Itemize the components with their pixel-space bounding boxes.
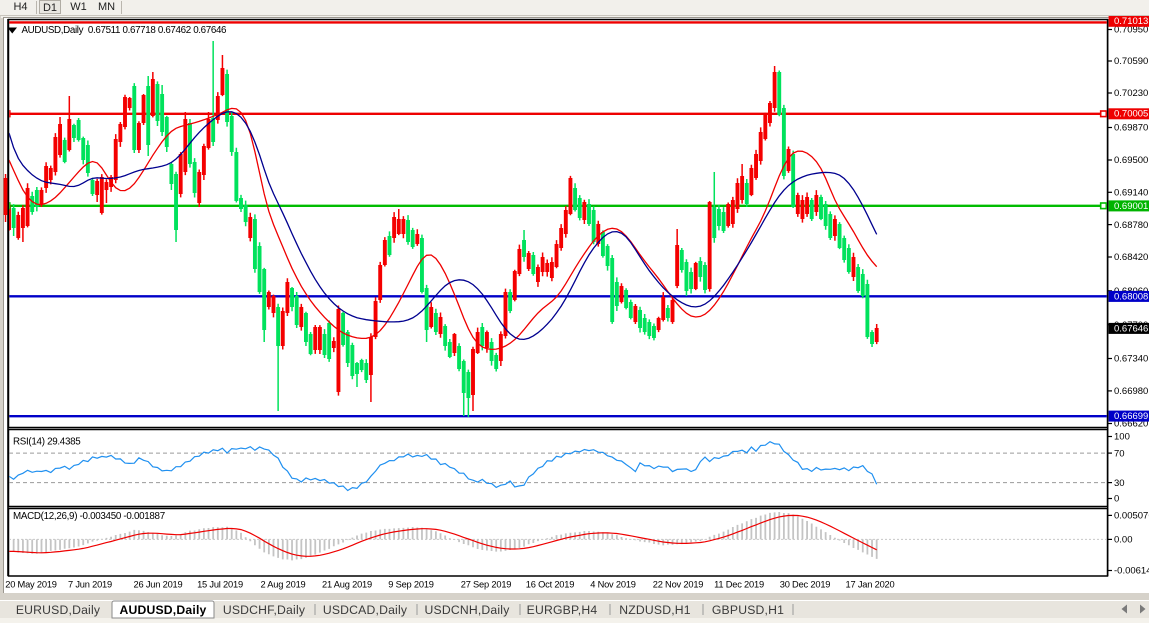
svg-text:0.00: 0.00 bbox=[1114, 535, 1133, 546]
svg-text:20 May 2019: 20 May 2019 bbox=[5, 580, 57, 590]
svg-text:0.66980: 0.66980 bbox=[1114, 386, 1148, 397]
svg-text:17 Jan 2020: 17 Jan 2020 bbox=[846, 580, 895, 590]
svg-text:100: 100 bbox=[1114, 432, 1130, 443]
svg-text:0.67340: 0.67340 bbox=[1114, 354, 1148, 365]
svg-text:0.70005: 0.70005 bbox=[1114, 109, 1148, 120]
svg-text:0.68780: 0.68780 bbox=[1114, 220, 1148, 231]
svg-text:0.66620: 0.66620 bbox=[1114, 419, 1148, 430]
svg-text:70: 70 bbox=[1114, 448, 1125, 459]
svg-text:RSI(14) 29.4385: RSI(14) 29.4385 bbox=[13, 437, 81, 448]
svg-text:26 Jun 2019: 26 Jun 2019 bbox=[134, 580, 183, 590]
svg-text:AUDUSD,Daily: AUDUSD,Daily bbox=[119, 603, 206, 617]
svg-text:EURGBP,H4: EURGBP,H4 bbox=[527, 603, 598, 617]
svg-text:0.005076: 0.005076 bbox=[1114, 511, 1149, 522]
svg-text:27 Sep 2019: 27 Sep 2019 bbox=[461, 580, 512, 590]
svg-text:22 Nov 2019: 22 Nov 2019 bbox=[653, 580, 704, 590]
svg-text:7 Jun 2019: 7 Jun 2019 bbox=[68, 580, 112, 590]
svg-text:0: 0 bbox=[1114, 494, 1119, 505]
svg-text:-0.006148: -0.006148 bbox=[1114, 566, 1149, 577]
svg-text:0.69001: 0.69001 bbox=[1114, 201, 1148, 212]
svg-text:11 Dec 2019: 11 Dec 2019 bbox=[714, 580, 764, 590]
svg-text:21 Aug 2019: 21 Aug 2019 bbox=[322, 580, 372, 590]
svg-text:0.69500: 0.69500 bbox=[1114, 155, 1148, 166]
svg-text:EURUSD,Daily: EURUSD,Daily bbox=[16, 603, 101, 617]
svg-text:USDCNH,Daily: USDCNH,Daily bbox=[424, 603, 510, 617]
svg-text:0.69870: 0.69870 bbox=[1114, 123, 1148, 134]
svg-text:0.69140: 0.69140 bbox=[1114, 188, 1148, 199]
svg-text:AUDUSD,Daily 0.67511 0.67718: AUDUSD,Daily 0.67511 0.67718 0.67462 0.6… bbox=[22, 25, 228, 36]
svg-text:2 Aug 2019: 2 Aug 2019 bbox=[260, 580, 305, 590]
svg-text:0.71013: 0.71013 bbox=[1114, 16, 1148, 27]
svg-text:GBPUSD,H1: GBPUSD,H1 bbox=[712, 603, 784, 617]
svg-text:USDCAD,Daily: USDCAD,Daily bbox=[323, 603, 408, 617]
svg-text:0.68008: 0.68008 bbox=[1114, 291, 1148, 302]
svg-text:NZDUSD,H1: NZDUSD,H1 bbox=[619, 603, 691, 617]
svg-text:MACD(12,26,9) -0.003450 -0.001: MACD(12,26,9) -0.003450 -0.001887 bbox=[13, 511, 165, 522]
svg-text:USDCHF,Daily: USDCHF,Daily bbox=[223, 603, 306, 617]
svg-text:30: 30 bbox=[1114, 478, 1125, 489]
svg-text:0.70590: 0.70590 bbox=[1114, 56, 1148, 67]
svg-text:9 Sep 2019: 9 Sep 2019 bbox=[388, 580, 434, 590]
svg-text:15 Jul 2019: 15 Jul 2019 bbox=[197, 580, 243, 590]
svg-text:0.70950: 0.70950 bbox=[1114, 25, 1148, 36]
svg-text:0.68420: 0.68420 bbox=[1114, 252, 1148, 263]
svg-text:0.66699: 0.66699 bbox=[1114, 411, 1148, 422]
svg-text:30 Dec 2019: 30 Dec 2019 bbox=[780, 580, 831, 590]
svg-text:16 Oct 2019: 16 Oct 2019 bbox=[526, 580, 574, 590]
svg-text:0.67646: 0.67646 bbox=[1114, 323, 1148, 334]
svg-text:4 Nov 2019: 4 Nov 2019 bbox=[590, 580, 636, 590]
svg-text:0.70230: 0.70230 bbox=[1114, 88, 1148, 99]
